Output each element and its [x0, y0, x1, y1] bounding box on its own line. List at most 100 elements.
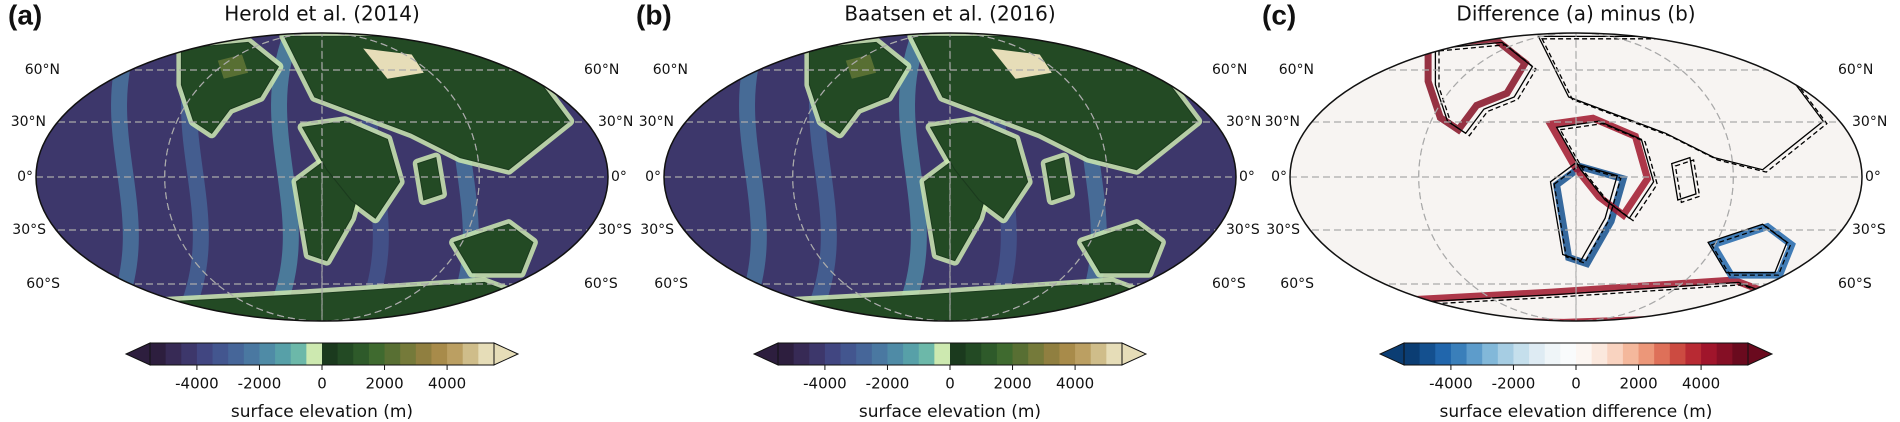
highland: [363, 48, 424, 79]
panel-title: Difference (a) minus (b): [1456, 2, 1695, 26]
colorbar-tick-label: -2000: [1492, 375, 1536, 393]
lat-label: 0°: [1865, 169, 1881, 185]
lat-label: 60°N: [25, 62, 60, 78]
lat-label: 30°S: [1852, 222, 1886, 238]
lat-label: 60°N: [1279, 62, 1314, 78]
continent: [301, 120, 401, 219]
colorbar-tick-label: 2000: [1619, 375, 1657, 393]
map: [1290, 33, 1862, 321]
colorbar-band: [793, 343, 810, 365]
colorbar-band: [981, 343, 998, 365]
colorbar-band: [337, 343, 354, 365]
lat-label: 60°N: [1838, 62, 1873, 78]
panel-title: Baatsen et al. (2016): [844, 2, 1055, 26]
ridge: [264, 33, 300, 321]
continent: [808, 41, 908, 134]
lat-label: 30°N: [598, 114, 633, 130]
coastline-b: [1674, 159, 1701, 204]
continent: [929, 120, 1029, 219]
ridge: [892, 33, 928, 321]
highland: [991, 48, 1052, 79]
lat-label: 60°S: [1212, 276, 1246, 292]
lat-label: 0°: [611, 169, 627, 185]
colorbar-extend: [1121, 342, 1148, 366]
colorbar-band: [1654, 343, 1671, 365]
continent: [417, 156, 443, 201]
colorbar-band: [1607, 343, 1624, 365]
panel-label: (a): [8, 0, 42, 30]
map-frame: [35, 32, 609, 322]
colorbar-band: [1028, 343, 1045, 365]
colorbar-band: [1544, 343, 1561, 365]
colorbar-band: [996, 343, 1014, 365]
colorbar-band: [1404, 343, 1421, 365]
difference-band: [1424, 35, 1530, 135]
colorbar-band: [306, 343, 323, 365]
colorbar-tick-label: 2000: [365, 375, 403, 393]
coastline-a: [1555, 120, 1655, 220]
continent: [1045, 156, 1071, 201]
colorbar-band: [1529, 343, 1546, 365]
meridian: [792, 33, 1108, 321]
lat-label: 30°S: [598, 222, 632, 238]
colorbar-band: [1716, 343, 1733, 365]
lat-label: 60°N: [653, 62, 688, 78]
colorbar-band: [824, 343, 842, 365]
lat-label: 60°S: [26, 276, 60, 292]
colorbar-label: surface elevation (m): [859, 402, 1041, 422]
colorbar-band: [1591, 343, 1608, 365]
colorbar-tick-label: -2000: [866, 375, 910, 393]
coastline-b: [1400, 284, 1793, 321]
colorbar-band: [462, 343, 479, 365]
colorbar-band: [275, 343, 292, 365]
panel-label: (b): [636, 0, 672, 30]
colorbar-tick-label: 4000: [428, 375, 466, 393]
colorbar-tick-label: -4000: [1429, 375, 1473, 393]
lat-label: 0°: [1271, 169, 1287, 185]
meridian: [1418, 33, 1734, 321]
lat-label: 30°S: [640, 222, 674, 238]
colorbar-tick-label: 0: [945, 375, 955, 393]
lat-label: 60°N: [1212, 62, 1247, 78]
colorbar-band: [950, 343, 967, 365]
lat-label: 60°S: [1280, 276, 1314, 292]
colorbar-tick-label: 0: [1571, 375, 1581, 393]
colorbar-extend: [493, 342, 520, 366]
colorbar-band: [1059, 343, 1076, 365]
lat-label: 30°N: [11, 114, 46, 130]
colorbar-band: [447, 343, 464, 365]
coastline-b: [1559, 122, 1658, 222]
colorbar-band: [181, 343, 198, 365]
colorbar-extend: [1747, 342, 1774, 366]
colorbar-band: [1701, 343, 1718, 365]
colorbar-band: [1043, 343, 1060, 365]
colorbar-band: [840, 343, 857, 365]
colorbar-band: [150, 343, 167, 365]
colorbar-tick-label: -4000: [803, 375, 847, 393]
colorbar-band: [778, 343, 795, 365]
coastline-b: [1710, 225, 1792, 276]
colorbar-band: [1622, 343, 1640, 365]
lat-label: 60°S: [584, 276, 618, 292]
colorbar-band: [400, 343, 417, 365]
lat-label: 60°S: [654, 276, 688, 292]
coastline-b: [1553, 165, 1622, 264]
colorbar-band: [1466, 343, 1483, 365]
meridian: [164, 33, 480, 321]
continent: [453, 223, 534, 274]
lat-label: 30°S: [1266, 222, 1300, 238]
colorbar-band: [165, 343, 182, 365]
lat-label: 30°N: [1852, 114, 1887, 130]
colorbar-band: [1419, 343, 1436, 365]
colorbar-band: [887, 343, 904, 365]
colorbar-band: [934, 343, 951, 365]
colorbar-band: [1669, 343, 1686, 365]
map-frame: [663, 32, 1237, 322]
lat-label: 0°: [17, 169, 33, 185]
panel: (b) Baatsen et al. (2016) 60°N 60°N 30°N 30°N…: [636, 0, 1261, 422]
colorbar-band: [903, 343, 920, 365]
panel: (a) Herold et al. (2014) 60°N 60°N 30°N 30°N 0…: [8, 0, 633, 422]
lat-label: 30°S: [12, 222, 46, 238]
colorbar-band: [353, 343, 370, 365]
